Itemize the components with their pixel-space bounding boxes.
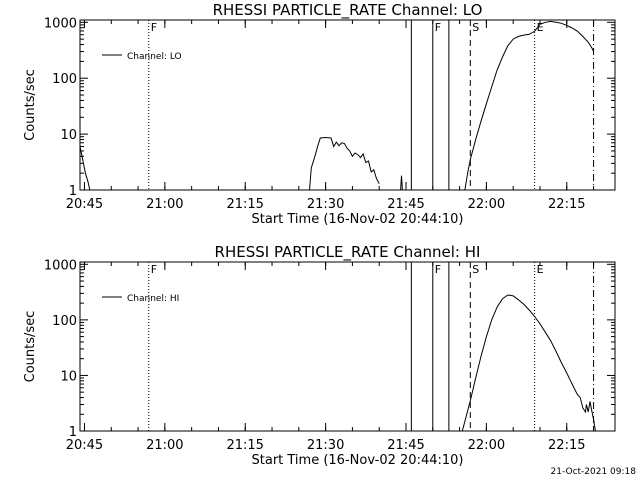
marker-label: F: [435, 263, 441, 276]
legend-label: Channel: HI: [127, 294, 179, 304]
y-tick-label: 1: [69, 425, 77, 440]
x-tick-label: 21:30: [307, 438, 344, 453]
x-tick-label: 22:15: [548, 438, 585, 453]
x-tick-label: 22:00: [468, 438, 505, 453]
chart-panel-2: RHESSI PARTICLE_RATE Channel: HI 20:45 21:…: [23, 243, 616, 468]
series-line: [461, 294, 596, 432]
x-tick-label: 21:00: [146, 197, 183, 212]
x-tick-label: 20:45: [66, 197, 103, 212]
x-tick-label: 20:45: [66, 438, 103, 453]
y-tick-label: 1000: [44, 258, 77, 273]
x-tick-label: 21:15: [226, 197, 263, 212]
legend-label: Channel: LO: [127, 52, 182, 62]
series-line: [464, 20, 595, 191]
chart-panel-1: RHESSI PARTICLE_RATE Channel: LO 20:45 21:…: [23, 1, 616, 227]
x-tick-label: 21:45: [387, 197, 424, 212]
x-tick-label: 22:15: [548, 197, 585, 212]
series-line: [79, 146, 91, 191]
y-tick-label: 1: [69, 184, 77, 199]
marker-label: F: [151, 21, 157, 34]
marker-label: E: [537, 21, 544, 34]
marker-label: E: [537, 263, 544, 276]
y-axis-label: Counts/sec: [23, 69, 38, 141]
x-tick-label: 21:45: [387, 438, 424, 453]
x-tick-label: 21:30: [307, 197, 344, 212]
y-tick-label: 100: [52, 314, 77, 329]
chart-title: RHESSI PARTICLE_RATE Channel: LO: [213, 1, 483, 20]
marker-label: F: [151, 263, 157, 276]
x-axis-label: Start Time (16-Nov-02 20:44:10): [252, 212, 464, 227]
series-line: [400, 175, 403, 191]
plot-frame: [79, 19, 616, 191]
series-line: [309, 136, 380, 191]
y-tick-label: 10: [60, 369, 77, 384]
marker-label: S: [472, 263, 479, 276]
marker-label: S: [472, 21, 479, 34]
x-tick-label: 21:00: [146, 438, 183, 453]
chart-title: RHESSI PARTICLE_RATE Channel: HI: [215, 243, 481, 262]
x-axis-label: Start Time (16-Nov-02 20:44:10): [252, 453, 464, 468]
y-tick-label: 10: [60, 128, 77, 143]
y-axis-label: Counts/sec: [23, 311, 38, 383]
x-tick-label: 21:15: [226, 438, 263, 453]
plot-frame: [79, 261, 616, 432]
marker-label: F: [435, 21, 441, 34]
y-tick-label: 1000: [44, 16, 77, 31]
timestamp-label: 21-Oct-2021 09:18: [551, 467, 637, 477]
x-tick-label: 22:00: [468, 197, 505, 212]
y-tick-label: 100: [52, 72, 77, 87]
